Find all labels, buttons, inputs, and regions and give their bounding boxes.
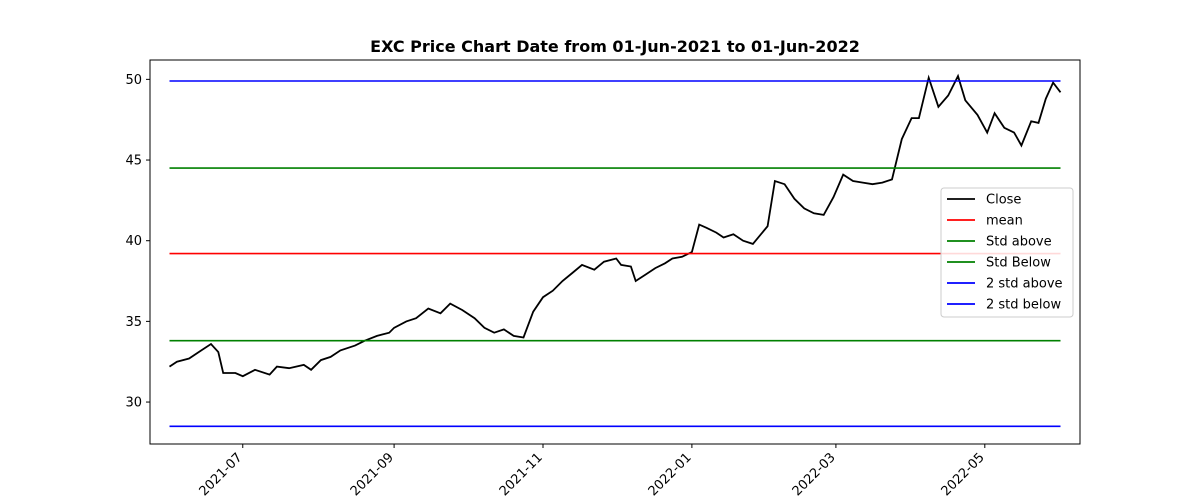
legend-label-2-std-above: 2 std above xyxy=(986,277,1063,292)
plot-frame xyxy=(149,59,1081,445)
y-tick-label: 30 xyxy=(125,396,142,411)
legend: Close mean Std above Std Below 2 std above 2 … xyxy=(940,187,1074,318)
legend-label-mean: mean xyxy=(986,214,1023,229)
legend-label-std-below: Std Below xyxy=(986,256,1051,271)
legend-label-close: Close xyxy=(986,193,1021,208)
y-axis: 30 35 40 45 50 xyxy=(125,73,150,411)
chart-title: EXC Price Chart Date from 01-Jun-2021 to… xyxy=(370,37,860,56)
plot-lines xyxy=(169,73,1062,428)
y-tick-label: 35 xyxy=(125,315,142,330)
y-tick-label: 45 xyxy=(125,154,142,169)
y-tick-label: 40 xyxy=(125,234,142,249)
legend-label-std-above: Std above xyxy=(986,235,1052,250)
y-tick-label: 50 xyxy=(125,73,142,88)
legend-label-2-std-below: 2 std below xyxy=(986,298,1061,313)
series-line-close xyxy=(169,73,1062,378)
